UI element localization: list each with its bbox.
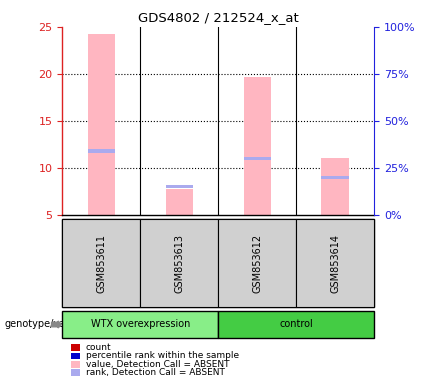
- Text: genotype/variation: genotype/variation: [4, 319, 97, 329]
- Text: GSM853611: GSM853611: [96, 233, 106, 293]
- Bar: [243, 157, 271, 160]
- Text: count: count: [86, 343, 111, 352]
- Text: rank, Detection Call = ABSENT: rank, Detection Call = ABSENT: [86, 368, 224, 377]
- Bar: [88, 149, 115, 153]
- Bar: [243, 77, 271, 215]
- Text: control: control: [280, 319, 313, 329]
- Text: percentile rank within the sample: percentile rank within the sample: [86, 351, 239, 361]
- Bar: [166, 185, 193, 189]
- Text: GSM853612: GSM853612: [252, 233, 262, 293]
- Bar: [322, 176, 349, 179]
- Text: value, Detection Call = ABSENT: value, Detection Call = ABSENT: [86, 360, 229, 369]
- Bar: [322, 158, 349, 215]
- Bar: [166, 189, 193, 215]
- Text: GSM853614: GSM853614: [330, 233, 340, 293]
- Bar: [88, 35, 115, 215]
- Text: GSM853613: GSM853613: [174, 233, 184, 293]
- Title: GDS4802 / 212524_x_at: GDS4802 / 212524_x_at: [138, 11, 298, 24]
- Text: WTX overexpression: WTX overexpression: [91, 319, 190, 329]
